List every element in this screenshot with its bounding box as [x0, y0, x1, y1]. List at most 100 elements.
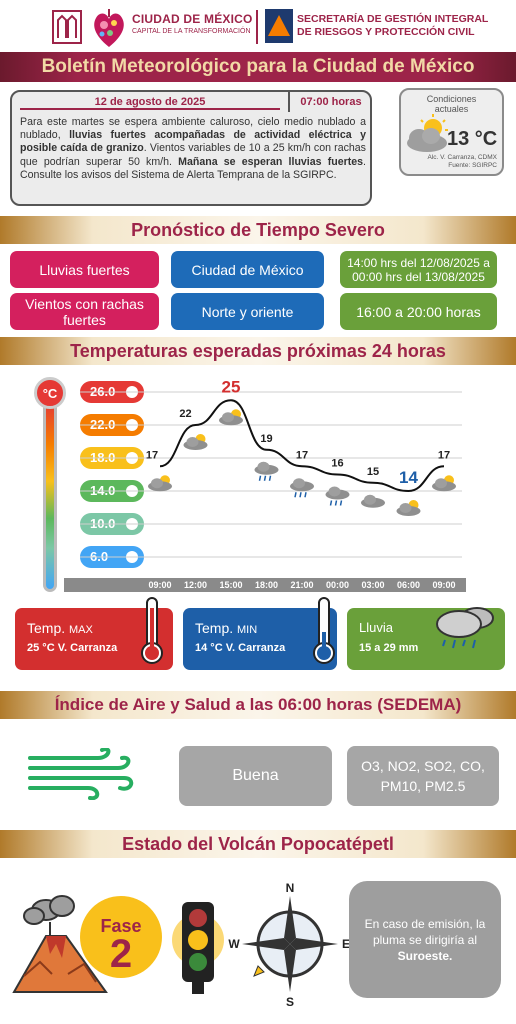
weather-cloud-icon	[396, 500, 421, 516]
max-temp-label: Temp. MAX	[27, 620, 93, 636]
cdmx-subtitle: CAPITAL DE LA TRANSFORMACIÓN	[132, 28, 251, 35]
air-section-title: Índice de Aire y Salud a las 06:00 horas…	[0, 691, 516, 719]
max-temp-value: 25 °C V. Carranza	[27, 642, 118, 654]
max-temp-sub: MAX	[69, 624, 93, 636]
max-temp-label-text: Temp.	[27, 620, 66, 636]
min-temp-card: Temp. MIN 14 °C V. Carranza	[183, 597, 337, 670]
weather-cloud-icon	[219, 409, 243, 426]
time-tick-label: 15:00	[219, 580, 243, 590]
temperature-point-label: 22	[179, 408, 191, 420]
temperature-point-label: 17	[438, 449, 450, 461]
sun-cloud-icon	[407, 114, 448, 152]
temperature-point-label: 19	[260, 433, 272, 445]
rain-cloud-icon	[436, 607, 494, 649]
cdmx-title: CIUDAD DE MÉXICO	[132, 12, 253, 26]
bulletin-text-bold-1: lluvias fuertes acompañadas de actividad…	[20, 129, 366, 155]
sgirpc-name: SECRETARÍA DE GESTIÓN INTEGRAL DE RIESGO…	[297, 13, 488, 39]
severe-phenomenon-1: Lluvias fuertes	[10, 251, 159, 288]
plume-direction-box: En caso de emisión, la pluma se dirigirí…	[349, 881, 501, 998]
bulletin-text: Para este martes se espera ambiente calu…	[20, 116, 366, 182]
volcano-section-title: Estado del Volcán Popocatépetl	[0, 830, 516, 858]
severe-period-1: 14:00 hrs del 12/08/2025 a 00:00 hrs del…	[340, 251, 497, 288]
bulletin-text-3: . Consulte los avisos del Sistema de Ale…	[20, 155, 366, 181]
bulletin-date: 12 de agosto de 2025	[20, 96, 280, 110]
temps-title: Temperaturas esperadas próximas 24 horas	[70, 340, 446, 361]
current-conditions: Condiciones actuales 13 °C Alc. V. Carra…	[399, 88, 504, 176]
time-tick-label: 09:00	[148, 580, 172, 590]
time-tick-label: 03:00	[361, 580, 385, 590]
air-pollutants-line-1: O3, NO2, SO2, CO,	[361, 758, 485, 774]
compass-e: E	[342, 937, 350, 951]
compass-s: S	[286, 995, 294, 1008]
min-temp-label: Temp. MIN	[195, 620, 257, 636]
time-tick-label: 06:00	[396, 580, 421, 590]
time-tick-label: 18:00	[254, 580, 279, 590]
thermometer-celsius-badge: °C	[34, 377, 66, 409]
rain-card: Lluvia 15 a 29 mm	[347, 607, 505, 670]
time-tick-label: 21:00	[290, 580, 314, 590]
weather-cloud-icon	[183, 434, 208, 450]
temperature-point-label: 14	[399, 468, 418, 487]
temperature-point-label: 16	[331, 458, 343, 470]
rain-label: Lluvia	[359, 620, 393, 635]
current-title-1: Condiciones	[426, 94, 477, 104]
temperature-point-label: 17	[146, 449, 158, 461]
min-temp-label-text: Temp.	[195, 620, 234, 636]
traffic-light-icon	[172, 902, 224, 994]
temperature-line	[159, 399, 445, 493]
time-axis: 09:00 12:00 15:00 18:00 21:00 00:00 03:00 06:00…	[142, 578, 466, 592]
current-place: Alc. V. Carranza, CDMX	[427, 154, 497, 161]
plume-direction: Suroeste.	[397, 948, 453, 963]
phase-label: Fase	[100, 916, 142, 936]
temps-section-title: Temperaturas esperadas próximas 24 horas	[0, 337, 516, 365]
air-status-box: Buena	[179, 746, 332, 806]
current-title-2: actuales	[434, 104, 469, 114]
current-temperature: 13 °C	[447, 128, 498, 150]
time-tick-label: 00:00	[325, 580, 350, 590]
temperature-chart: 17 22 25 19 17 16 15 14 17	[80, 377, 462, 558]
weather-cloud-icon	[432, 475, 456, 492]
temperature-point-label: 25	[222, 377, 241, 396]
weather-cloud-icon	[148, 475, 172, 492]
header: CIUDAD DE MÉXICO CAPITAL DE LA TRANSFORM…	[0, 0, 516, 50]
current-location: Alc. V. Carranza, CDMX Fuente: SGIRPC	[428, 154, 497, 170]
severe-zone-1: Ciudad de México	[171, 251, 324, 288]
header-divider	[256, 10, 258, 44]
compass-icon: N S W E	[228, 881, 350, 1008]
volcano-title: Estado del Volcán Popocatépetl	[122, 833, 394, 854]
bulletin-text-1: Para este martes se espera ambiente calu…	[20, 116, 366, 142]
sgirpc-line-2: DE RIESGOS Y PROTECCIÓN CIVIL	[297, 26, 475, 38]
thermometer-hot-icon	[141, 597, 163, 664]
temperature-point-label: 15	[367, 466, 379, 478]
cdmx-brand: CIUDAD DE MÉXICO CAPITAL DE LA TRANSFORM…	[132, 12, 253, 35]
severe-period-2: 16:00 a 20:00 horas	[340, 293, 497, 330]
bulletin-title-bar: Boletín Meteorológico para la Ciudad de …	[0, 52, 516, 82]
protection-civil-logo-icon	[265, 9, 293, 43]
min-temp-sub: MIN	[237, 624, 258, 636]
weather-cloud-icon	[290, 478, 314, 498]
compass-n: N	[286, 881, 295, 895]
bulletin-text-2: . Vientos variables de 10 a 25 km/h con …	[20, 142, 366, 168]
severe-title: Pronóstico de Tiempo Severo	[131, 219, 385, 240]
sgirpc-line-1: SECRETARÍA DE GESTIÓN INTEGRAL	[297, 13, 489, 25]
weather-cloud-icon	[325, 486, 350, 506]
plume-text: En caso de emisión, la pluma se dirigirí…	[364, 916, 486, 947]
severe-zone-2: Norte y oriente	[171, 293, 324, 330]
bulletin-text-bold-2: Mañana se esperan lluvias fuertes	[178, 155, 364, 168]
cdmx-seal-icon	[52, 10, 82, 44]
min-temp-value: 14 °C V. Carranza	[195, 642, 286, 654]
air-pollutants-line-2: PM10, PM2.5	[380, 778, 466, 794]
bulletin-box: 12 de agosto de 2025 07:00 horas Para es…	[10, 90, 372, 206]
phase-badge: Fase 2	[80, 896, 162, 978]
time-tick-label: 12:00	[183, 580, 208, 590]
wind-icon	[28, 748, 134, 800]
air-pollutants-box: O3, NO2, SO2, CO, PM10, PM2.5	[347, 746, 499, 806]
air-status: Buena	[232, 767, 279, 784]
temperature-point-label: 17	[296, 449, 308, 461]
bulletin-title: Boletín Meteorológico para la Ciudad de …	[41, 56, 475, 77]
time-axis-left	[64, 578, 142, 592]
compass-w: W	[228, 937, 240, 951]
cdmx-heart-logo-icon	[94, 9, 124, 47]
severe-section-title: Pronóstico de Tiempo Severo	[0, 216, 516, 244]
current-source: Fuente: SGIRPC	[448, 162, 497, 169]
